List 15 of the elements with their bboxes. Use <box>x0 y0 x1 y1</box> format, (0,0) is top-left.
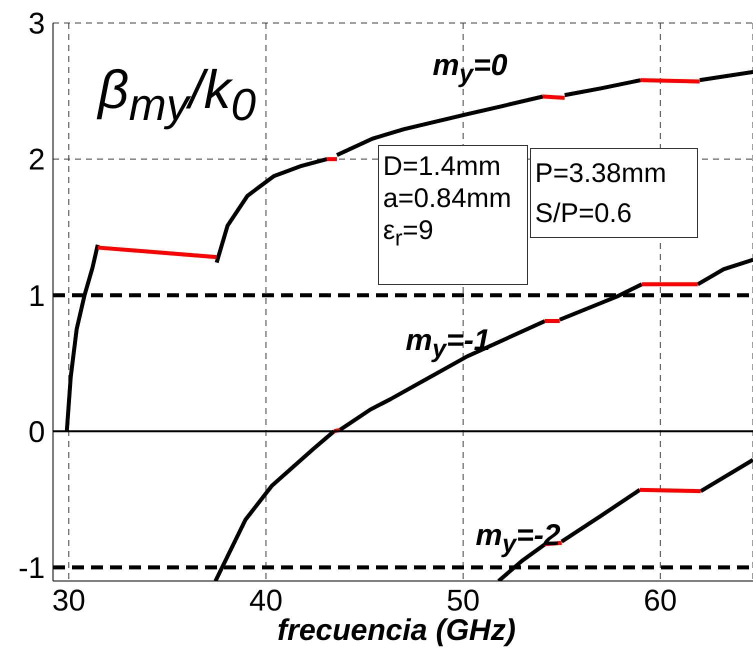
annotation: P=3.38mm <box>535 157 668 190</box>
y-tick-label: 2 <box>28 144 45 177</box>
x-tick-label: 60 <box>644 584 678 618</box>
x-tick-label: 30 <box>52 584 86 618</box>
annotation: ε$_{r}$=9 <box>383 214 434 252</box>
annotation: a=0.84mm <box>383 182 512 214</box>
y-tick-label: -1 <box>18 552 45 586</box>
y-tick-label: 0 <box>28 416 45 449</box>
y-axis-title: β$_{m}$$_{y}$/k$_{0}$ <box>98 60 256 132</box>
y-tick-label: 1 <box>28 280 45 313</box>
annotation: S/P=0.6 <box>535 197 633 230</box>
annotation: m$_{y}$=0 <box>432 49 508 90</box>
annotation: D=1.4mm <box>383 150 502 182</box>
y-tick-label: 3 <box>28 8 45 41</box>
annotation: m$_{y}$=-2 <box>476 519 560 560</box>
